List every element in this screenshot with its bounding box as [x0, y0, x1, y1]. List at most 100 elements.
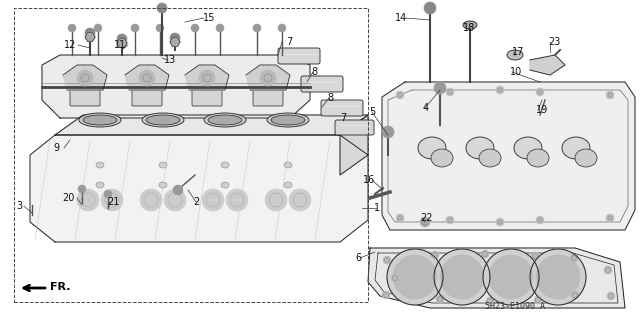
FancyBboxPatch shape — [253, 89, 283, 106]
Ellipse shape — [142, 113, 184, 127]
Text: 6: 6 — [356, 253, 362, 263]
FancyBboxPatch shape — [335, 120, 374, 135]
FancyBboxPatch shape — [278, 48, 320, 64]
Circle shape — [606, 91, 614, 99]
Circle shape — [486, 297, 494, 305]
Ellipse shape — [208, 115, 242, 125]
Ellipse shape — [431, 149, 453, 167]
Text: 12: 12 — [63, 40, 76, 50]
Ellipse shape — [284, 162, 292, 168]
Polygon shape — [368, 248, 625, 308]
Text: 2: 2 — [193, 197, 199, 207]
Ellipse shape — [466, 137, 494, 159]
Circle shape — [173, 185, 183, 195]
Circle shape — [382, 126, 394, 138]
Circle shape — [139, 70, 155, 86]
Polygon shape — [85, 33, 95, 41]
Circle shape — [170, 33, 180, 43]
Text: 11: 11 — [114, 40, 126, 50]
Ellipse shape — [507, 50, 523, 60]
Text: 5: 5 — [369, 107, 375, 117]
Circle shape — [606, 214, 614, 222]
Polygon shape — [63, 65, 107, 90]
Circle shape — [77, 189, 99, 211]
Polygon shape — [340, 115, 368, 175]
FancyBboxPatch shape — [70, 89, 100, 106]
Ellipse shape — [146, 115, 180, 125]
Circle shape — [253, 24, 261, 32]
Circle shape — [571, 291, 579, 299]
Circle shape — [140, 189, 162, 211]
Text: 16: 16 — [363, 175, 375, 185]
Circle shape — [78, 185, 86, 193]
Polygon shape — [170, 38, 180, 46]
Circle shape — [383, 256, 391, 264]
FancyBboxPatch shape — [132, 89, 162, 106]
Text: 7: 7 — [286, 37, 292, 47]
Ellipse shape — [221, 182, 229, 188]
Text: 18: 18 — [463, 23, 476, 33]
Ellipse shape — [562, 137, 590, 159]
Ellipse shape — [284, 182, 292, 188]
Text: 14: 14 — [395, 13, 407, 23]
Circle shape — [536, 216, 544, 224]
Text: 4: 4 — [423, 103, 429, 113]
Circle shape — [156, 24, 164, 32]
Circle shape — [393, 255, 437, 299]
Circle shape — [199, 70, 215, 86]
Ellipse shape — [479, 149, 501, 167]
Circle shape — [431, 251, 439, 259]
Polygon shape — [185, 65, 229, 90]
Text: 10: 10 — [510, 67, 522, 77]
Circle shape — [531, 252, 539, 260]
Text: 3: 3 — [16, 201, 22, 211]
Circle shape — [434, 82, 446, 94]
Circle shape — [530, 249, 586, 305]
FancyBboxPatch shape — [301, 76, 343, 92]
Circle shape — [436, 295, 444, 303]
Ellipse shape — [96, 162, 104, 168]
Circle shape — [396, 214, 404, 222]
Circle shape — [604, 266, 612, 274]
Text: 23: 23 — [548, 37, 561, 47]
Circle shape — [202, 189, 224, 211]
Circle shape — [382, 291, 390, 299]
Circle shape — [434, 249, 490, 305]
Circle shape — [85, 28, 95, 38]
FancyBboxPatch shape — [192, 89, 222, 106]
Polygon shape — [117, 39, 127, 47]
Circle shape — [536, 88, 544, 96]
Ellipse shape — [271, 115, 305, 125]
Text: 1: 1 — [374, 203, 380, 213]
Ellipse shape — [204, 113, 246, 127]
Polygon shape — [382, 82, 635, 230]
Circle shape — [226, 189, 248, 211]
Ellipse shape — [463, 21, 477, 29]
Circle shape — [481, 250, 489, 258]
Ellipse shape — [159, 162, 167, 168]
Text: 13: 13 — [164, 55, 176, 65]
Ellipse shape — [267, 113, 309, 127]
Text: 21: 21 — [107, 197, 120, 207]
Circle shape — [101, 189, 123, 211]
Circle shape — [536, 255, 580, 299]
Circle shape — [489, 255, 533, 299]
Circle shape — [265, 189, 287, 211]
Text: 8: 8 — [311, 67, 317, 77]
Circle shape — [440, 255, 484, 299]
Text: FR.: FR. — [50, 282, 70, 292]
Polygon shape — [125, 65, 169, 90]
Polygon shape — [246, 65, 290, 90]
Ellipse shape — [514, 137, 542, 159]
Text: 19: 19 — [536, 105, 548, 115]
Circle shape — [68, 24, 76, 32]
Text: 15: 15 — [203, 13, 216, 23]
Ellipse shape — [96, 182, 104, 188]
Polygon shape — [55, 115, 368, 135]
Polygon shape — [30, 135, 368, 242]
Circle shape — [131, 24, 139, 32]
Ellipse shape — [418, 137, 446, 159]
Text: 5H23-E1090 A: 5H23-E1090 A — [485, 302, 545, 311]
Circle shape — [570, 254, 578, 262]
Text: 8: 8 — [327, 93, 333, 103]
